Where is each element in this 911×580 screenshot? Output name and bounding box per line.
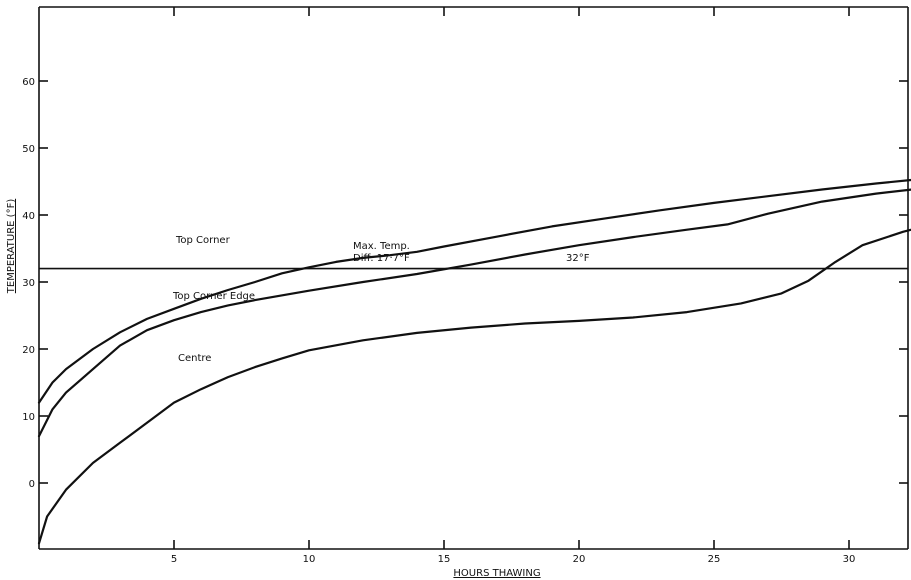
y-axis-ticks: 0 10 20 30 40 50 60 [22, 77, 908, 490]
y-tick-label-20: 20 [22, 345, 35, 356]
x-tick-label-15: 15 [438, 554, 451, 565]
plot-frame [38, 6, 909, 550]
x-tick-label-25: 25 [708, 554, 721, 565]
y-tick-label-0: 0 [29, 479, 35, 490]
y-tick-label-30: 30 [22, 278, 35, 289]
x-tick-label-5: 5 [171, 554, 177, 565]
x-tick-label-20: 20 [573, 554, 586, 565]
label-top-corner-edge: Top Corner Edge [172, 291, 255, 302]
series-line-centre [37, 228, 911, 545]
series-lines [37, 178, 911, 545]
y-tick-label-40: 40 [22, 211, 35, 222]
series-line-top-corner [37, 178, 911, 404]
y-tick-label-10: 10 [22, 412, 35, 423]
label-max-temp: Max. Temp. [353, 241, 410, 252]
y-tick-label-50: 50 [22, 144, 35, 155]
x-axis-ticks: 51015202530354045505560 [171, 7, 856, 565]
label-32f: 32°F [566, 253, 590, 264]
label-top-corner: Top Corner [175, 235, 231, 246]
y-tick-label-60: 60 [22, 77, 35, 88]
y-axis-title: TEMPERATURE (°F) [6, 199, 17, 295]
label-centre: Centre [178, 353, 211, 364]
series-line-top-corner-edge [37, 188, 911, 438]
x-tick-label-10: 10 [303, 554, 316, 565]
label-max-temp-diff: Diff. 17·7°F [353, 253, 410, 264]
x-tick-label-30: 30 [843, 554, 856, 565]
x-axis-title: HOURS THAWING [453, 568, 540, 579]
